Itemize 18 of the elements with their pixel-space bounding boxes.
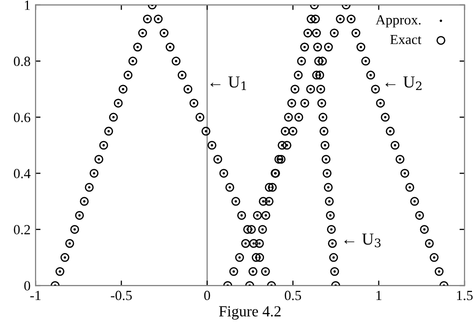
y-tick-label: 0.8: [14, 56, 30, 66]
legend-label: Approx.: [376, 15, 421, 28]
x-tick-label: 0: [204, 290, 210, 300]
annotation: ← U$_{2}$: [386, 76, 422, 90]
x-axis-title: Figure 4.2: [219, 306, 281, 320]
x-tick-label: 0.5: [284, 290, 302, 300]
annotation: ← U$_{1}$: [210, 76, 246, 90]
y-tick-label: 1: [24, 0, 30, 10]
y-tick-label: 0.4: [14, 168, 30, 178]
y-tick-label: 0.6: [14, 112, 30, 122]
x-tick-label: 1.5: [457, 290, 473, 300]
y-tick-label: 0: [24, 281, 30, 290]
y-tick-label: 0.2: [14, 224, 30, 234]
x-tick-label: 1: [376, 290, 382, 300]
x-tick-label: -1: [30, 290, 40, 300]
legend-label: Exact: [390, 34, 422, 44]
x-tick-label: -0.5: [110, 290, 132, 300]
annotation: ← U$_{3}$: [344, 234, 381, 248]
